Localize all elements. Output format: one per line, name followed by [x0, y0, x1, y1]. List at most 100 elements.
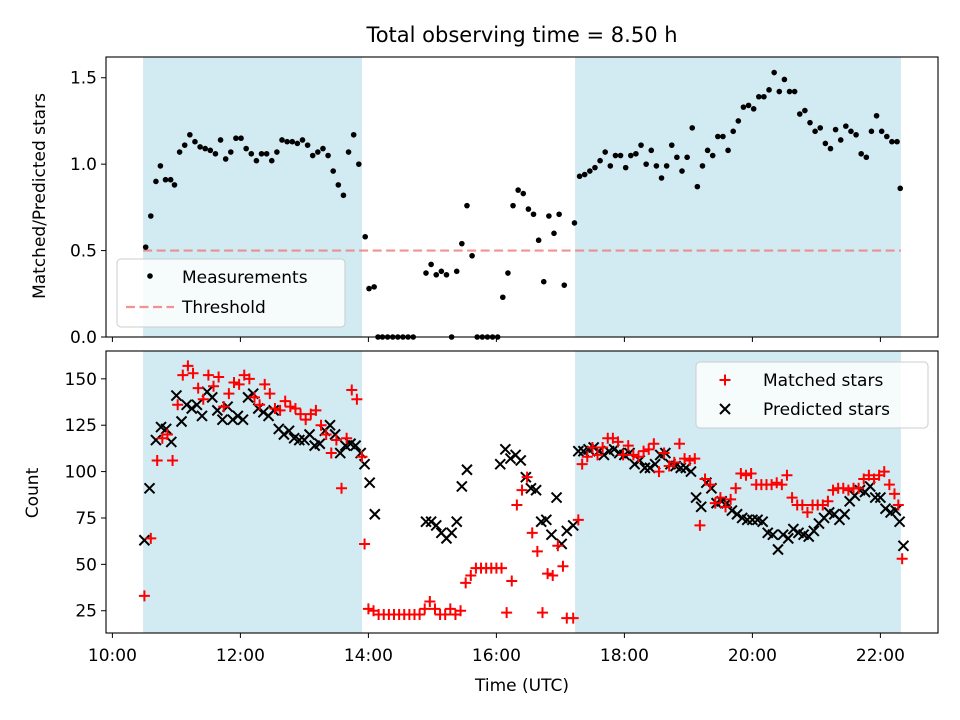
predicted-star-marker — [572, 445, 585, 457]
matched-star-marker — [766, 479, 778, 491]
ratio-shaded-interval — [575, 57, 901, 337]
matched-star-marker — [336, 482, 348, 494]
measurement-point — [248, 150, 255, 157]
matched-star-marker — [592, 449, 604, 461]
measurement-point — [709, 152, 716, 159]
count-x-tick-label: 14:00 — [344, 646, 393, 666]
predicted-star-marker — [314, 438, 326, 450]
measurement-point — [459, 240, 465, 247]
matched-star-marker — [567, 612, 579, 624]
matched-star-marker — [638, 445, 650, 457]
predicted-star-marker — [216, 413, 229, 426]
measurement-point — [853, 131, 859, 138]
measurement-point — [176, 149, 183, 155]
matched-star-marker — [632, 451, 644, 463]
legend-plus-glyph — [719, 374, 731, 386]
matched-star-marker — [501, 607, 513, 619]
predicted-star-marker — [324, 419, 336, 431]
measurement-point — [576, 173, 583, 180]
count-y-tick-label: 150 — [65, 370, 97, 390]
matched-star-marker — [269, 403, 281, 415]
measurement-point — [335, 182, 342, 188]
measurement-point — [868, 128, 875, 135]
matched-star-marker — [465, 569, 477, 581]
predicted-star-marker — [550, 491, 563, 504]
measurement-point — [658, 175, 665, 181]
predicted-star-marker — [138, 534, 151, 546]
measurement-point — [181, 142, 188, 148]
count-x-tick-label: 10:00 — [88, 646, 137, 666]
matched-star-marker — [725, 493, 737, 505]
measurement-point — [258, 150, 265, 157]
measurement-point — [822, 140, 829, 147]
matched-star-marker — [295, 408, 307, 420]
predicted-star-marker — [196, 410, 208, 422]
matched-star-marker — [622, 440, 634, 452]
predicted-star-marker — [303, 428, 316, 441]
predicted-star-marker — [175, 415, 188, 428]
matched-star-marker — [699, 473, 711, 485]
matched-star-marker — [581, 451, 593, 463]
measurement-point — [602, 149, 608, 155]
measurement-point — [325, 152, 331, 159]
count-y-tick-label: 25 — [75, 602, 97, 622]
measurement-point — [786, 88, 793, 95]
matched-star-marker — [745, 467, 757, 479]
ratio-panel: Total observing time = 8.50 h 0.0 0.5 1.0 1… — [30, 23, 939, 348]
predicted-star-marker — [191, 399, 203, 411]
count-x-tick-label: 20:00 — [728, 646, 777, 666]
matched-star-marker — [414, 608, 426, 620]
predicted-star-marker — [451, 515, 463, 528]
measurement-point — [284, 138, 290, 145]
legend-predicted-marker — [719, 403, 731, 415]
matched-star-marker — [496, 562, 508, 574]
matched-star-marker — [536, 607, 548, 619]
measurement-point — [858, 150, 864, 157]
matched-star-marker — [259, 378, 271, 390]
measurement-point — [551, 230, 557, 237]
measurement-point — [345, 149, 352, 155]
predicted-star-marker — [874, 491, 887, 504]
matched-star-marker — [356, 451, 368, 463]
matched-star-markers — [138, 360, 908, 624]
matched-star-marker — [552, 540, 564, 552]
matched-star-marker — [218, 401, 230, 413]
predicted-star-marker — [445, 527, 458, 539]
predicted-star-marker — [675, 462, 687, 474]
measurement-point — [889, 138, 895, 145]
measurement-point — [648, 147, 655, 154]
measurement-point — [633, 150, 639, 157]
measurement-point — [607, 163, 614, 169]
matched-star-marker — [254, 399, 266, 411]
matched-star-marker — [730, 482, 742, 494]
measurement-point — [791, 88, 798, 95]
matched-star-marker — [284, 401, 296, 413]
ratio-y-axis-ticks: 0.0 0.5 1.0 1.5 — [70, 69, 106, 348]
matched-star-marker — [223, 388, 235, 400]
measurement-point — [653, 163, 660, 169]
matched-star-marker — [197, 393, 209, 405]
matched-star-marker — [892, 499, 904, 511]
predicted-star-marker — [349, 439, 362, 452]
matched-star-marker — [786, 492, 798, 504]
matched-star-marker — [429, 603, 441, 615]
measurement-point — [238, 135, 244, 142]
measurement-point — [776, 88, 783, 95]
matched-star-marker — [888, 488, 900, 500]
matched-star-marker — [341, 432, 353, 444]
measurement-point — [873, 112, 880, 119]
measurement-point — [148, 213, 154, 219]
measurement-point — [725, 147, 731, 154]
ratio-y-axis-label: Matched/Predicted stars — [30, 93, 50, 299]
measurement-point — [464, 202, 470, 209]
count-y-tick-label: 125 — [65, 416, 97, 436]
measurement-point — [807, 119, 813, 126]
predicted-star-marker — [690, 491, 702, 504]
predicted-star-marker — [143, 482, 156, 494]
measurement-point — [510, 202, 516, 209]
figure-title: Total observing time = 8.50 h — [365, 23, 677, 47]
matched-star-marker — [720, 501, 732, 513]
legend-x-glyph — [719, 403, 731, 415]
matched-star-marker — [330, 434, 342, 446]
legend-matched-label: Matched stars — [763, 371, 883, 391]
